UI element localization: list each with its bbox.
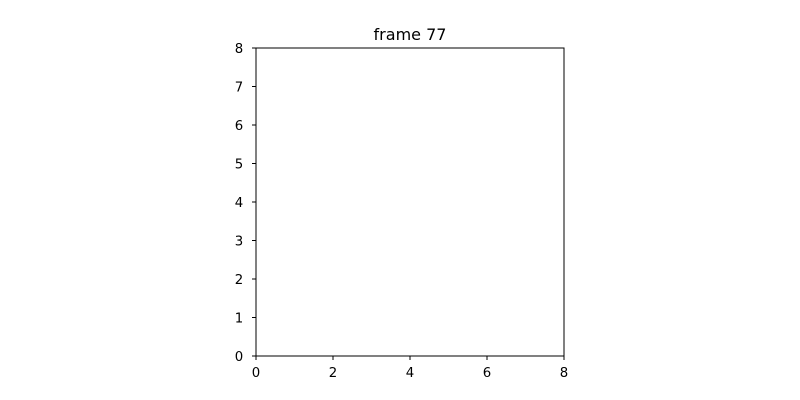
plot-area xyxy=(255,47,565,357)
x-axis: 0 2 4 6 8 xyxy=(252,356,568,381)
y-tick-label: 2 xyxy=(235,273,243,288)
x-tick-label: 2 xyxy=(329,366,337,381)
y-tick-label: 1 xyxy=(235,312,243,327)
y-tick-label: 5 xyxy=(235,158,243,173)
x-tick-label: 8 xyxy=(560,366,568,381)
y-tick-label: 6 xyxy=(235,119,243,134)
x-tick-label: 0 xyxy=(252,366,260,381)
y-tick-label: 4 xyxy=(235,196,243,211)
chart-title: frame 77 xyxy=(374,25,447,44)
y-axis: 0 1 2 3 4 5 6 7 8 xyxy=(235,42,256,365)
y-tick-label: 8 xyxy=(235,42,243,57)
y-tick-label: 7 xyxy=(235,81,243,96)
x-tick-label: 6 xyxy=(483,366,491,381)
y-tick-label: 3 xyxy=(235,235,243,250)
x-tick-label: 4 xyxy=(406,366,414,381)
y-tick-label: 0 xyxy=(235,350,243,365)
